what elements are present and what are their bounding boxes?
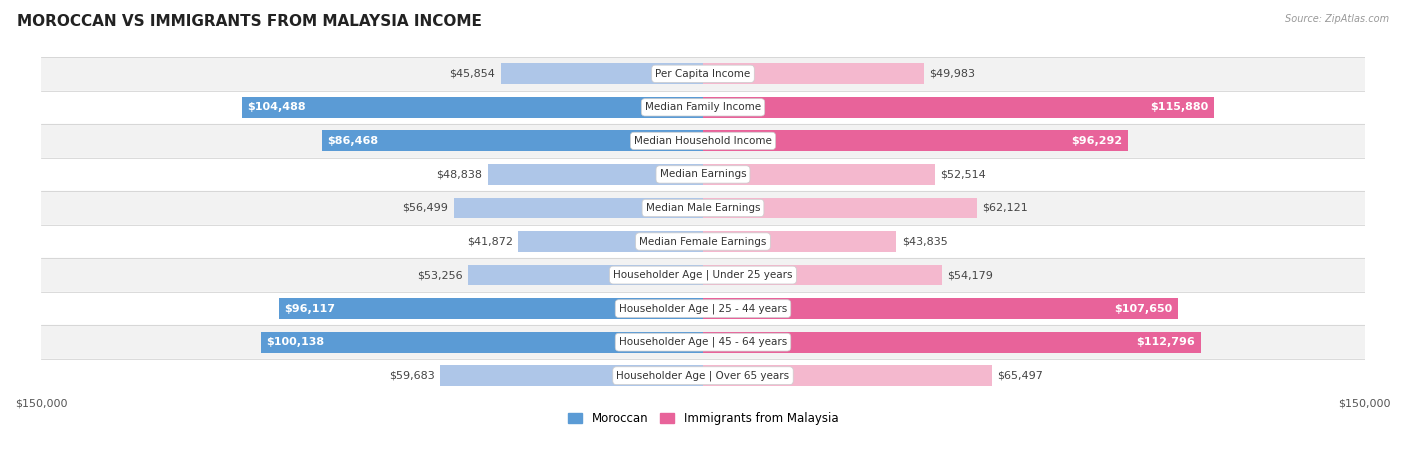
- Bar: [41, 292, 1365, 325]
- Bar: [454, 198, 703, 219]
- Text: $59,683: $59,683: [388, 371, 434, 381]
- Bar: [41, 158, 1365, 191]
- Text: Median Earnings: Median Earnings: [659, 170, 747, 179]
- Text: $43,835: $43,835: [901, 236, 948, 247]
- Bar: [440, 365, 703, 386]
- Text: Per Capita Income: Per Capita Income: [655, 69, 751, 79]
- Bar: [41, 225, 1365, 258]
- Bar: [703, 198, 977, 219]
- Text: $52,514: $52,514: [941, 170, 986, 179]
- Text: Householder Age | 45 - 64 years: Householder Age | 45 - 64 years: [619, 337, 787, 347]
- Text: Householder Age | Under 25 years: Householder Age | Under 25 years: [613, 270, 793, 280]
- Bar: [41, 124, 1365, 158]
- Bar: [322, 130, 703, 151]
- Text: $45,854: $45,854: [450, 69, 495, 79]
- Text: $96,117: $96,117: [284, 304, 335, 314]
- Bar: [703, 97, 1215, 118]
- Bar: [703, 231, 897, 252]
- Text: Median Family Income: Median Family Income: [645, 102, 761, 113]
- Text: $107,650: $107,650: [1115, 304, 1173, 314]
- Text: $41,872: $41,872: [467, 236, 513, 247]
- Bar: [519, 231, 703, 252]
- Bar: [703, 365, 993, 386]
- Text: $86,468: $86,468: [326, 136, 378, 146]
- Bar: [501, 64, 703, 84]
- Bar: [468, 265, 703, 285]
- Text: $100,138: $100,138: [267, 337, 325, 347]
- Bar: [41, 325, 1365, 359]
- Text: Householder Age | 25 - 44 years: Householder Age | 25 - 44 years: [619, 304, 787, 314]
- Bar: [703, 130, 1128, 151]
- Bar: [41, 258, 1365, 292]
- Bar: [278, 298, 703, 319]
- Text: $115,880: $115,880: [1150, 102, 1209, 113]
- Text: Median Household Income: Median Household Income: [634, 136, 772, 146]
- Text: $49,983: $49,983: [929, 69, 974, 79]
- Legend: Moroccan, Immigrants from Malaysia: Moroccan, Immigrants from Malaysia: [564, 408, 842, 430]
- Bar: [41, 191, 1365, 225]
- Bar: [703, 164, 935, 185]
- Text: $112,796: $112,796: [1136, 337, 1195, 347]
- Text: $104,488: $104,488: [247, 102, 307, 113]
- Text: Householder Age | Over 65 years: Householder Age | Over 65 years: [616, 370, 790, 381]
- Text: Source: ZipAtlas.com: Source: ZipAtlas.com: [1285, 14, 1389, 24]
- Bar: [242, 97, 703, 118]
- Text: $96,292: $96,292: [1071, 136, 1122, 146]
- Text: $56,499: $56,499: [402, 203, 449, 213]
- Bar: [41, 91, 1365, 124]
- Text: Median Female Earnings: Median Female Earnings: [640, 236, 766, 247]
- Text: $54,179: $54,179: [948, 270, 993, 280]
- Text: $53,256: $53,256: [418, 270, 463, 280]
- Bar: [41, 57, 1365, 91]
- Text: $62,121: $62,121: [983, 203, 1028, 213]
- Bar: [262, 332, 703, 353]
- Text: MOROCCAN VS IMMIGRANTS FROM MALAYSIA INCOME: MOROCCAN VS IMMIGRANTS FROM MALAYSIA INC…: [17, 14, 482, 29]
- Bar: [703, 265, 942, 285]
- Bar: [703, 64, 924, 84]
- Bar: [488, 164, 703, 185]
- Bar: [703, 298, 1178, 319]
- Text: $65,497: $65,497: [997, 371, 1043, 381]
- Bar: [41, 359, 1365, 392]
- Text: $48,838: $48,838: [436, 170, 482, 179]
- Bar: [703, 332, 1201, 353]
- Text: Median Male Earnings: Median Male Earnings: [645, 203, 761, 213]
